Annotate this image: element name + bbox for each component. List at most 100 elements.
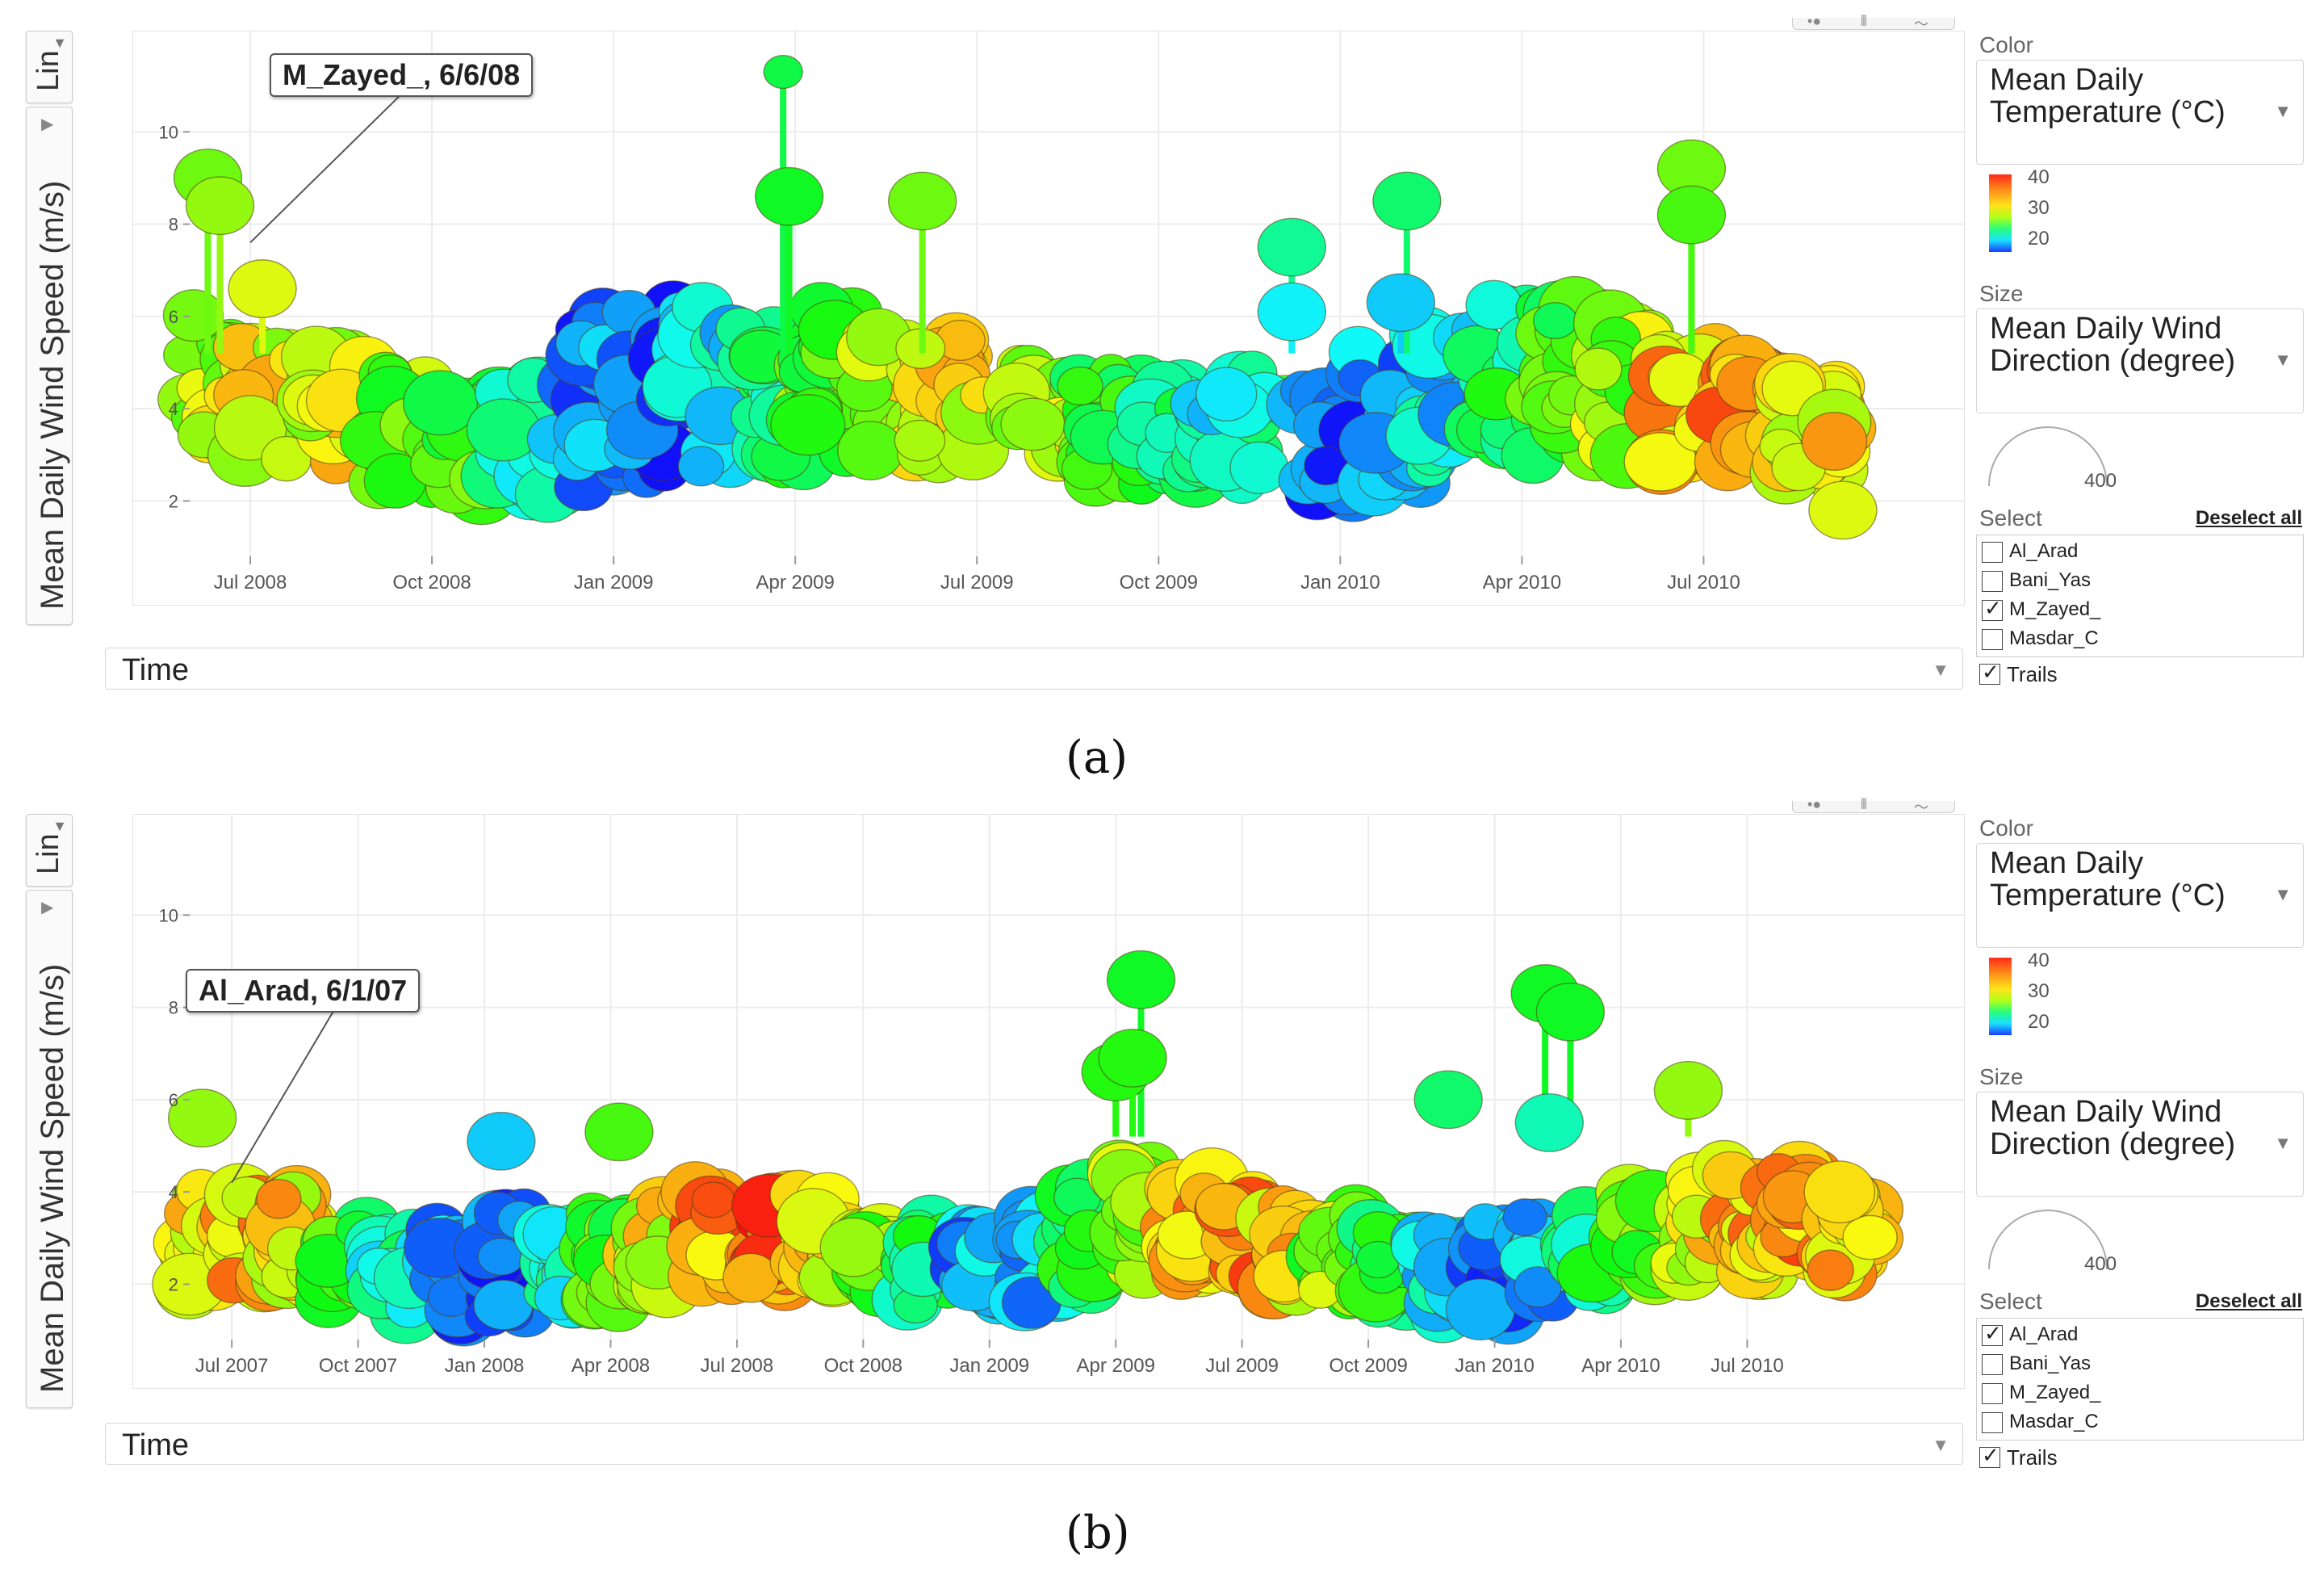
x-tick-label: Jul 2008: [701, 1355, 774, 1377]
data-bubble[interactable]: [1801, 412, 1868, 472]
data-bubble[interactable]: [1098, 1029, 1167, 1088]
data-bubble[interactable]: [754, 166, 824, 226]
size-dropdown-value: Mean Daily Wind Direction (degree): [1990, 312, 2236, 378]
station-name: Al_Arad: [2009, 1323, 2079, 1345]
data-bubble[interactable]: [1257, 217, 1327, 277]
chart-toolbar[interactable]: •● ⦀ 〜: [1792, 796, 1955, 816]
data-bubble[interactable]: [256, 1178, 302, 1219]
color-dropdown[interactable]: Mean Daily Temperature (°C) ▼: [1976, 60, 2304, 165]
y-axis-selector[interactable]: ▶ Mean Daily Wind Speed (m/s): [26, 890, 73, 1408]
checkbox[interactable]: [1982, 1354, 2003, 1375]
size-dropdown[interactable]: Mean Daily Wind Direction (degree) ▼: [1976, 1092, 2304, 1197]
data-bubble[interactable]: [1656, 185, 1727, 245]
x-tick-label: Jul 2007: [195, 1355, 269, 1377]
data-bubble[interactable]: [1842, 1214, 1898, 1260]
chart-plot-area[interactable]: 2 4 6 8 10 Jul 2008 Oct 2008 Jan 2009 Apr 2009 Ju…: [132, 31, 1965, 606]
y-axis-selector[interactable]: ▶ Mean Daily Wind Speed (m/s): [26, 107, 73, 625]
scale-selector[interactable]: ▼ Lin: [26, 814, 73, 887]
checkbox[interactable]: [1982, 629, 2003, 650]
data-bubble[interactable]: [1653, 1061, 1723, 1120]
trails-checkbox[interactable]: [1979, 660, 2000, 685]
checkbox[interactable]: [1982, 1412, 2003, 1433]
size-legend-arc: [1988, 1210, 2108, 1270]
data-bubble[interactable]: [819, 1217, 888, 1277]
x-tick-label: Apr 2009: [756, 572, 834, 593]
data-bubble[interactable]: [1808, 480, 1878, 540]
data-bubble[interactable]: [1807, 1249, 1854, 1291]
data-bubble[interactable]: [1533, 302, 1578, 340]
data-bubble[interactable]: [763, 54, 803, 90]
data-bubble[interactable]: [888, 171, 957, 231]
color-section-label: Color: [1979, 816, 2033, 841]
chart-svg: 2 4 6 8 10 Jul 2008 Oct 2008 Jan 2009 Apr 2009 Ju…: [133, 31, 1964, 593]
data-bubble[interactable]: [1057, 366, 1103, 406]
chart-svg: 2 4 6 8 10 Jul 2007 Oct 2007 Jan 2008 Apr 2008 Ju…: [133, 815, 1964, 1377]
checkbox[interactable]: [1982, 596, 2003, 621]
data-bubble[interactable]: [691, 1181, 735, 1218]
deselect-all-link[interactable]: Deselect all: [2195, 1290, 2302, 1312]
size-legend-max: 400: [2084, 470, 2117, 492]
x-tick-label: Oct 2008: [824, 1355, 902, 1377]
chart-plot-area[interactable]: 2 4 6 8 10 Jul 2007 Oct 2007 Jan 2008 Apr 2008 Ju…: [132, 814, 1965, 1389]
x-tick-label: Jul 2009: [1205, 1355, 1279, 1377]
data-bubble[interactable]: [1803, 1160, 1876, 1224]
line-chart-icon[interactable]: 〜: [1914, 799, 1928, 816]
data-annotation: Al_Arad, 6/1/07: [186, 969, 421, 1013]
annotation-leader: [249, 87, 408, 244]
scatter-icon[interactable]: •●: [1807, 13, 1822, 29]
y-tick-label: 2: [169, 1274, 178, 1294]
data-bubble[interactable]: [1502, 1198, 1547, 1236]
size-dropdown[interactable]: Mean Daily Wind Direction (degree) ▼: [1976, 308, 2304, 413]
data-bubble[interactable]: [1413, 1070, 1483, 1130]
data-bubble[interactable]: [1574, 347, 1623, 391]
station-name: Masdar_C: [2009, 1411, 2099, 1432]
x-tick-label: Oct 2009: [1120, 572, 1198, 593]
data-bubble[interactable]: [1445, 1278, 1516, 1341]
checkbox[interactable]: [1982, 571, 2003, 592]
checkbox[interactable]: [1982, 1383, 2003, 1404]
data-bubble[interactable]: [1257, 282, 1327, 342]
data-bubble[interactable]: [167, 1088, 237, 1148]
data-bubble[interactable]: [228, 259, 297, 318]
data-bubble[interactable]: [467, 1111, 536, 1171]
caption-b: (b): [1066, 1507, 1130, 1559]
data-bubble[interactable]: [1106, 950, 1176, 1009]
checkbox[interactable]: [1982, 1321, 2003, 1346]
deselect-all-link[interactable]: Deselect all: [2195, 507, 2302, 529]
color-legend-tick: 40: [2028, 950, 2050, 971]
station-list: Al_Arad Bani_Yas M_Zayed_ Masdar_C: [1976, 1318, 2304, 1441]
data-bubble[interactable]: [1514, 1093, 1585, 1152]
data-bubble[interactable]: [837, 421, 904, 480]
panel-a: ▼ Lin ▶ Mean Daily Wind Speed (m/s) 2 4 6 8…: [0, 0, 2324, 727]
bar-chart-icon[interactable]: ⦀: [1861, 796, 1867, 812]
x-axis-selector[interactable]: Time ▼: [105, 648, 1963, 690]
x-axis-selector[interactable]: Time ▼: [105, 1423, 1963, 1465]
chart-toolbar[interactable]: •● ⦀ 〜: [1792, 13, 1955, 32]
color-dropdown[interactable]: Mean Daily Temperature (°C) ▼: [1976, 843, 2304, 948]
data-bubble[interactable]: [677, 446, 725, 487]
color-legend-tick: 40: [2028, 166, 2050, 188]
data-bubble[interactable]: [185, 176, 255, 236]
data-bubble[interactable]: [1000, 397, 1066, 451]
checkbox[interactable]: [1982, 542, 2003, 563]
data-bubble[interactable]: [1195, 367, 1258, 421]
bar-chart-icon[interactable]: ⦀: [1861, 13, 1867, 29]
data-bubble[interactable]: [1366, 273, 1436, 333]
data-bubble[interactable]: [1535, 982, 1606, 1042]
chevron-down-icon: ▼: [52, 35, 67, 51]
station-name: Al_Arad: [2009, 540, 2079, 562]
scale-selector[interactable]: ▼ Lin: [26, 31, 73, 103]
color-legend-tick: 20: [2028, 228, 2050, 250]
line-chart-icon[interactable]: 〜: [1914, 16, 1928, 32]
data-bubble[interactable]: [770, 394, 846, 456]
x-tick-label: Jul 2009: [940, 572, 1014, 593]
size-dropdown-value: Mean Daily Wind Direction (degree): [1990, 1095, 2236, 1161]
trails-checkbox[interactable]: [1979, 1443, 2000, 1468]
data-bubble[interactable]: [473, 1279, 534, 1331]
data-bubble[interactable]: [894, 419, 946, 462]
data-bubble[interactable]: [584, 1102, 654, 1162]
chevron-down-icon: ▼: [2274, 884, 2292, 904]
scatter-icon[interactable]: •●: [1807, 796, 1822, 812]
data-bubble[interactable]: [403, 370, 479, 436]
data-bubble[interactable]: [1372, 171, 1442, 231]
